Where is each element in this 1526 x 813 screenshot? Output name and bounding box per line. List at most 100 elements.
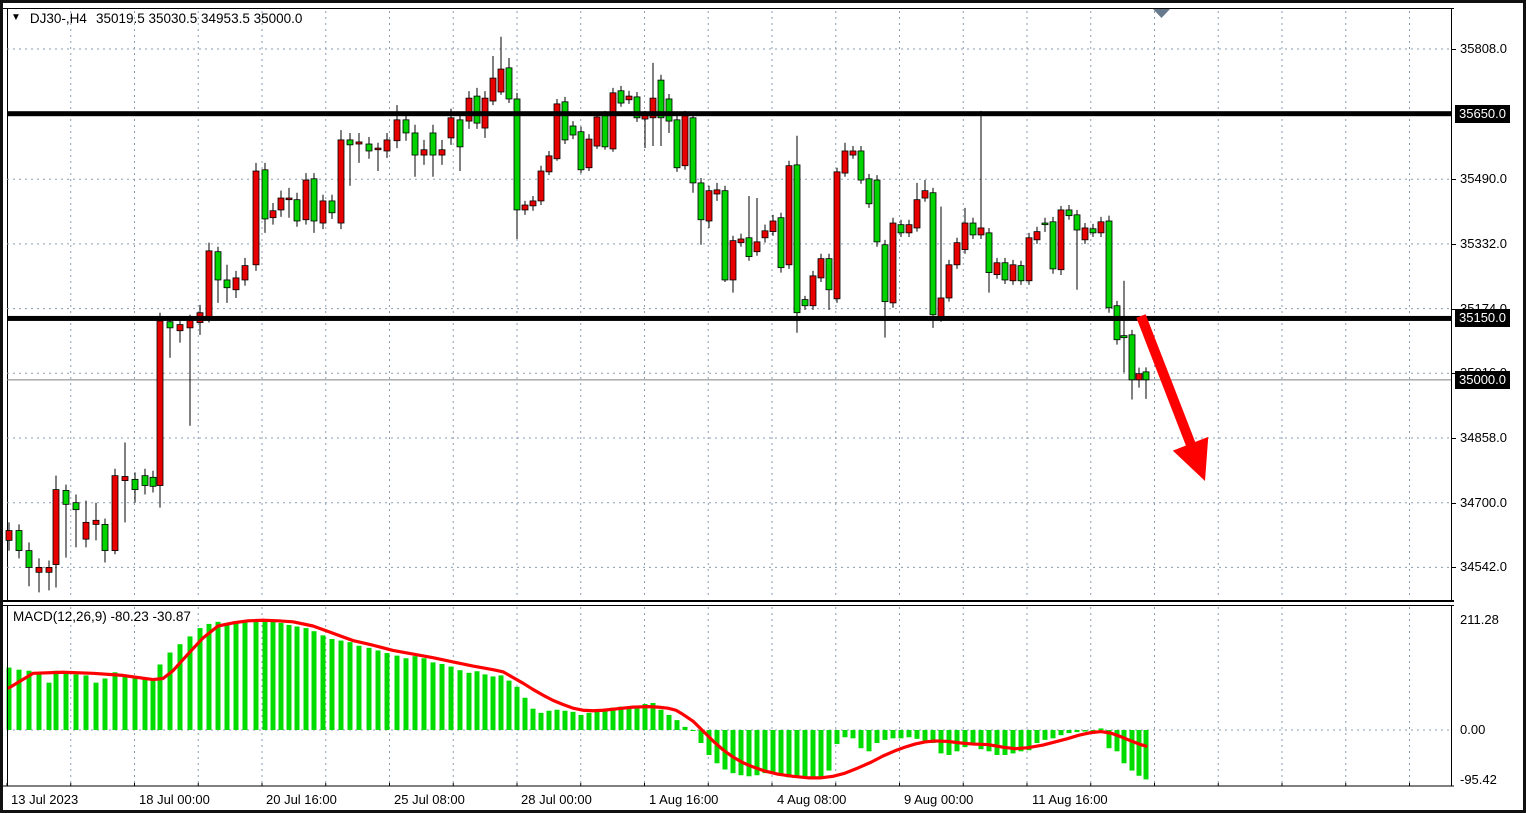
symbol-dropdown-icon[interactable]: ▼ [11, 12, 21, 23]
macd-histogram-bar [730, 730, 736, 774]
macd-histogram-bar [970, 730, 976, 746]
price-chart[interactable] [3, 3, 1454, 600]
candle [72, 502, 80, 511]
time-tick-label: 9 Aug 00:00 [904, 792, 974, 807]
candle [223, 279, 231, 289]
candle [577, 131, 585, 171]
time-tick-label: 28 Jul 00:00 [521, 792, 592, 807]
candle [232, 277, 240, 291]
horizontal-level-line[interactable] [7, 315, 1451, 321]
macd-histogram-bar [36, 674, 42, 730]
candle [111, 475, 119, 552]
macd-histogram-bar [73, 674, 79, 730]
candle [537, 170, 545, 202]
macd-histogram-bar [778, 730, 784, 776]
candle [985, 232, 993, 273]
candle [601, 115, 609, 148]
horizontal-level-line[interactable] [7, 111, 1451, 117]
candle [1081, 227, 1089, 241]
indicator-tick-label: 0.00 [1460, 722, 1486, 737]
panel-separator-top[interactable] [3, 600, 1454, 602]
candle [1113, 305, 1121, 341]
macd-histogram-bar [1010, 730, 1016, 754]
candle [529, 200, 537, 207]
candle [969, 222, 977, 236]
macd-histogram-bar [466, 672, 472, 730]
macd-histogram-bar [858, 730, 864, 749]
price-level-badge: 35650.0 [1455, 104, 1510, 123]
candle [865, 178, 873, 205]
candle [1097, 221, 1105, 234]
macd-histogram-bar [303, 628, 309, 730]
candle [121, 476, 129, 481]
candle [833, 171, 841, 300]
candle [953, 242, 961, 266]
candle [176, 324, 184, 332]
time-tick-label: 4 Aug 08:00 [777, 792, 847, 807]
macd-histogram-bar [658, 709, 664, 730]
macd-histogram-bar [83, 675, 89, 730]
trend-arrow-shaft[interactable] [1136, 314, 1199, 453]
candle [1009, 264, 1017, 282]
price-tick-label: 35490.0 [1460, 171, 1507, 187]
macd-histogram-bar [626, 707, 632, 730]
macd-histogram-bar [439, 663, 445, 730]
candle [261, 169, 269, 220]
macd-histogram-bar [866, 730, 872, 752]
candle [92, 519, 100, 525]
macd-histogram-bar [1042, 730, 1048, 740]
macd-histogram-bar [278, 622, 284, 730]
macd-histogram-bar [834, 730, 840, 745]
trend-arrow-head[interactable] [1172, 436, 1209, 481]
macd-histogram-bar [1106, 730, 1112, 749]
macd-histogram-bar [594, 710, 600, 730]
macd-histogram-bar [682, 726, 688, 730]
candle [310, 178, 318, 222]
candle [793, 164, 801, 314]
price-tick-label: 34700.0 [1460, 494, 1507, 510]
candle [1120, 335, 1128, 339]
macd-histogram-bar [610, 707, 616, 730]
macd-histogram-bar [514, 686, 520, 730]
macd-histogram-bar [206, 623, 212, 730]
candle [447, 117, 455, 139]
macd-histogram-bar [384, 653, 390, 730]
candle [889, 222, 897, 304]
candle [745, 237, 753, 258]
bar-position-marker-icon[interactable] [1153, 9, 1170, 18]
panel-separator-bottom [3, 605, 1454, 606]
time-tick-label: 18 Jul 00:00 [139, 792, 210, 807]
macd-histogram-bar [642, 704, 648, 730]
macd-histogram-bar [1002, 730, 1008, 755]
candle [521, 204, 529, 211]
macd-histogram-bar [142, 678, 148, 730]
candle [905, 224, 913, 234]
macd-histogram-bar [347, 642, 353, 730]
macd-histogram-bar [63, 672, 69, 730]
macd-histogram-bar [746, 730, 752, 777]
price-tick-label: 34542.0 [1460, 559, 1507, 575]
macd-histogram-bar [215, 621, 221, 730]
candle [62, 490, 70, 505]
macd-histogram-bar [132, 677, 138, 730]
time-tick-label: 13 Jul 2023 [11, 792, 79, 807]
macd-histogram-bar [1136, 730, 1142, 776]
candle [337, 139, 345, 224]
macd-histogram-bar [674, 720, 680, 730]
macd-histogram-bar [890, 730, 896, 739]
macd-histogram-bar [1018, 730, 1024, 752]
time-tick-label: 25 Jul 08:00 [394, 792, 465, 807]
macd-indicator-panel[interactable] [3, 605, 1454, 787]
macd-histogram-bar [421, 658, 427, 730]
macd-histogram-bar [187, 636, 193, 730]
candle [411, 132, 419, 156]
macd-histogram-bar [1098, 728, 1104, 730]
macd-histogram-bar [6, 667, 12, 730]
macd-histogram-bar [150, 678, 156, 730]
macd-histogram-bar [922, 730, 928, 741]
price-tick-label: 35332.0 [1460, 235, 1507, 251]
macd-histogram-bar [962, 730, 968, 748]
macd-histogram-bar [270, 621, 276, 730]
candle [737, 238, 745, 244]
macd-histogram-bar [522, 697, 528, 730]
